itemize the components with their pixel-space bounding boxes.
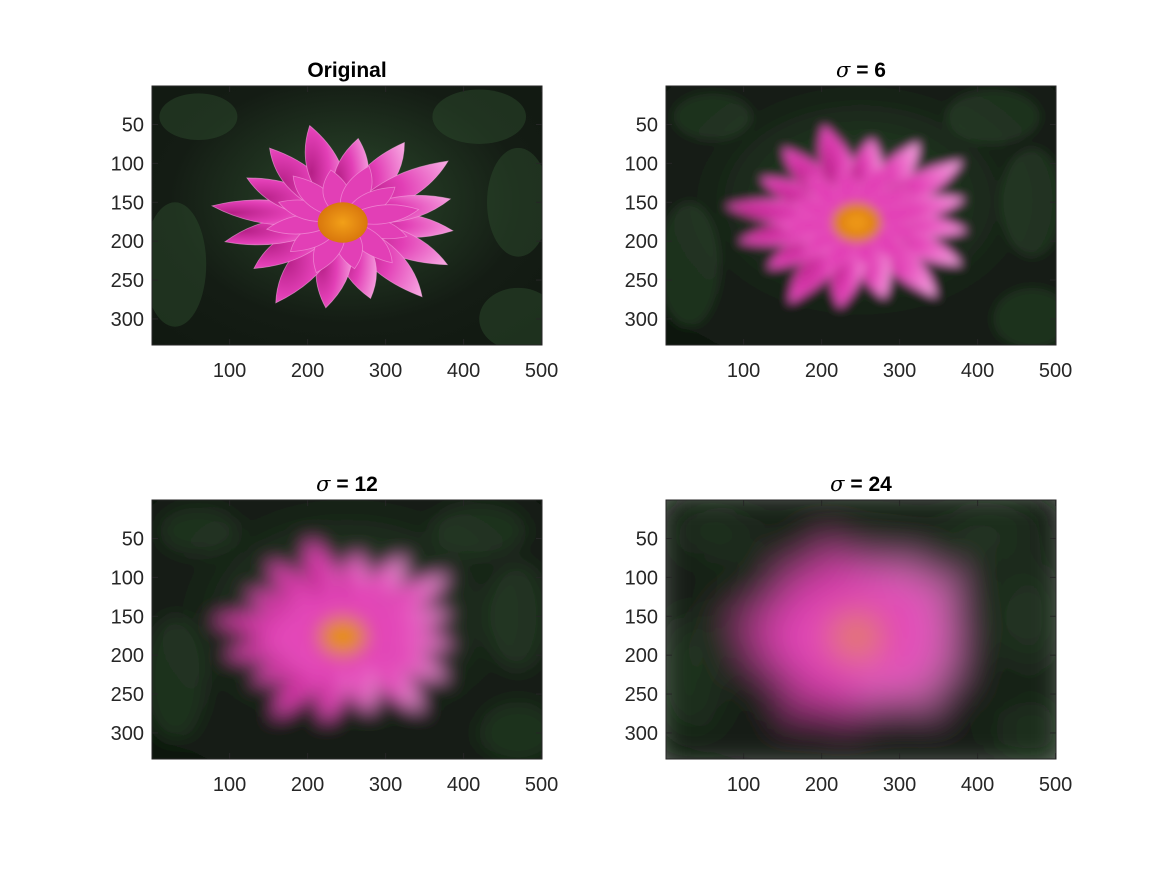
x-tick-label: 300	[369, 774, 402, 796]
foliage-blob	[666, 202, 721, 327]
foliage-blob	[993, 287, 1056, 345]
panel-title: σ = 12	[316, 472, 378, 496]
axes-box	[665, 499, 1057, 760]
y-tick-label: 150	[625, 192, 658, 214]
foliage-blob	[152, 202, 207, 327]
y-tick-label: 250	[625, 270, 658, 292]
foliage-blob	[673, 93, 752, 141]
flower-center	[317, 202, 368, 243]
title-value: = 12	[331, 473, 378, 496]
y-tick-label: 100	[625, 567, 658, 589]
panel-title: Original	[307, 59, 386, 82]
flower-center	[831, 616, 882, 657]
x-tick-label: 200	[291, 360, 324, 382]
y-tick-label: 200	[625, 645, 658, 667]
y-tick-label: 50	[122, 115, 144, 137]
flower	[210, 124, 454, 309]
y-tick-label: 50	[636, 115, 658, 137]
panel-title: σ = 24	[830, 472, 892, 496]
subplot-original: Original 100 200 300 400 500 50 100 150 200 250 30…	[111, 59, 559, 382]
x-tick-label: 100	[213, 360, 246, 382]
panel-title: σ = 6	[836, 58, 886, 82]
foliage-blob	[159, 507, 238, 555]
foliage-blob	[432, 503, 527, 558]
x-tick-label: 500	[525, 774, 558, 796]
foliage-blob	[673, 507, 752, 555]
image-area	[152, 500, 542, 759]
x-tick-label: 500	[1039, 360, 1072, 382]
subplot-sigma-6: σ = 6 100 200 300 400 500 50 100 150 200 250 300	[625, 58, 1073, 382]
y-tick-label: 300	[111, 723, 144, 745]
y-tick-label: 300	[111, 309, 144, 331]
y-tick-label: 200	[111, 645, 144, 667]
y-tick-label: 100	[111, 567, 144, 589]
title-symbol: σ	[316, 472, 331, 496]
image-area	[152, 86, 542, 345]
flower	[210, 538, 454, 723]
x-tick-label: 100	[727, 360, 760, 382]
y-tick-label: 50	[122, 529, 144, 551]
axes-box	[151, 499, 543, 760]
foliage-blob	[152, 616, 207, 741]
y-tick-label: 250	[111, 270, 144, 292]
subplot-sigma-24: σ = 24 100 200 300 400 500 50 100 150 200 250 300	[625, 472, 1073, 796]
x-tick-label: 100	[727, 774, 760, 796]
flower	[724, 538, 968, 723]
x-tick-label: 300	[883, 360, 916, 382]
foliage-blob	[1001, 561, 1056, 671]
y-tick-label: 300	[625, 723, 658, 745]
foliage-blob	[946, 89, 1041, 144]
x-tick-label: 100	[213, 774, 246, 796]
foliage-blob	[479, 701, 542, 759]
flower	[724, 124, 968, 309]
y-tick-label: 100	[625, 153, 658, 175]
foliage-blob	[1001, 147, 1056, 257]
flower-center	[317, 616, 368, 657]
foliage-blob	[159, 93, 238, 141]
foliage-blob	[993, 701, 1056, 759]
y-tick-label: 150	[111, 192, 144, 214]
x-tick-label: 500	[1039, 774, 1072, 796]
foliage-blob	[432, 89, 527, 144]
foliage-blob	[946, 503, 1041, 558]
x-tick-label: 200	[291, 774, 324, 796]
image-area	[666, 500, 1056, 759]
x-tick-label: 200	[805, 360, 838, 382]
foliage-blob	[666, 616, 721, 741]
y-tick-label: 50	[636, 529, 658, 551]
y-tick-label: 150	[111, 606, 144, 628]
axes-box	[665, 85, 1057, 346]
x-tick-label: 400	[447, 360, 480, 382]
x-tick-label: 300	[883, 774, 916, 796]
y-tick-label: 100	[111, 153, 144, 175]
axes-box	[151, 85, 543, 346]
y-tick-label: 300	[625, 309, 658, 331]
foliage-blob	[479, 287, 542, 345]
x-tick-label: 200	[805, 774, 838, 796]
foliage-blob	[487, 561, 542, 671]
title-symbol: σ	[836, 58, 851, 82]
y-tick-label: 250	[625, 684, 658, 706]
x-tick-label: 400	[961, 774, 994, 796]
title-text: Original	[307, 59, 386, 82]
title-symbol: σ	[830, 472, 845, 496]
subplot-sigma-12: σ = 12 100 200 300 400 500 50 100 150 200 250 300	[111, 472, 559, 796]
x-tick-label: 400	[961, 360, 994, 382]
title-value: = 6	[850, 59, 886, 82]
title-value: = 24	[845, 473, 893, 496]
flower-center	[831, 202, 882, 243]
x-tick-label: 400	[447, 774, 480, 796]
y-tick-label: 150	[625, 606, 658, 628]
foliage-blob	[487, 147, 542, 257]
y-tick-label: 250	[111, 684, 144, 706]
x-tick-label: 300	[369, 360, 402, 382]
x-tick-label: 500	[525, 360, 558, 382]
image-area	[666, 86, 1056, 345]
y-tick-label: 200	[111, 231, 144, 253]
y-tick-label: 200	[625, 231, 658, 253]
